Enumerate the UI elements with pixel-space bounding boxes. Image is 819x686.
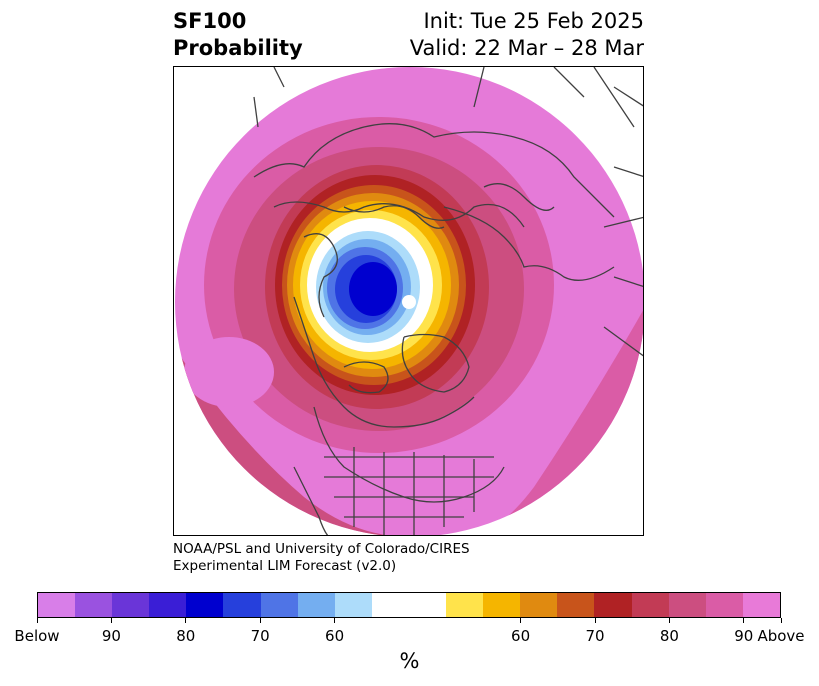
colorbar-tick-label: 60 <box>511 627 531 645</box>
colorbar-segment <box>594 593 632 617</box>
contour-spot-southeast <box>436 474 496 510</box>
credit-line-2: Experimental LIM Forecast (v2.0) <box>173 558 397 574</box>
probability-map <box>175 67 643 535</box>
contour-spot-right <box>550 315 570 343</box>
colorbar-segment <box>112 593 150 617</box>
colorbar-tick-label: Below <box>14 627 60 645</box>
valid-range: Valid: 22 Mar – 28 Mar <box>409 36 644 60</box>
colorbar-segment <box>483 593 521 617</box>
colorbar-tick-label: 90 <box>101 627 121 645</box>
colorbar <box>37 592 781 618</box>
colorbar-tick-mark <box>110 618 112 623</box>
colorbar-tick-mark <box>36 618 38 623</box>
title-left: SF100 Probability <box>173 8 303 62</box>
colorbar-tick-mark <box>668 618 670 623</box>
colorbar-tick-mark <box>334 618 336 623</box>
colorbar-segment <box>705 593 743 617</box>
credit-line-1: NOAA/PSL and University of Colorado/CIRE… <box>173 541 470 557</box>
colorbar-segment <box>520 593 558 617</box>
colorbar-segment <box>297 593 335 617</box>
map-panel <box>173 66 644 536</box>
colorbar-tick-label: 80 <box>659 627 679 645</box>
product-title: Probability <box>173 36 303 60</box>
pole-hole <box>402 295 416 309</box>
colorbar-segment <box>742 593 780 617</box>
colorbar-tick-label: 60 <box>325 627 345 645</box>
credit-block: NOAA/PSL and University of Colorado/CIRE… <box>173 541 470 575</box>
contour-below-90 <box>349 262 397 316</box>
colorbar-tick-label: 90 <box>734 627 754 645</box>
colorbar-segment <box>557 593 595 617</box>
colorbar-tick-mark <box>520 618 522 623</box>
colorbar-segment <box>631 593 669 617</box>
colorbar-segment <box>223 593 261 617</box>
colorbar-tick-label: 70 <box>585 627 605 645</box>
colorbar-units: % <box>399 649 420 673</box>
variable-title: SF100 <box>173 9 247 33</box>
colorbar-segment <box>371 593 447 617</box>
init-date: Init: Tue 25 Feb 2025 <box>423 9 644 33</box>
colorbar-segment <box>186 593 224 617</box>
colorbar-segment <box>446 593 484 617</box>
coastlines <box>253 67 643 535</box>
colorbar-tick-label: Above <box>757 627 805 645</box>
colorbar-segment <box>75 593 113 617</box>
colorbar-ticks: Below 90 80 70 60 60 70 80 90 Above <box>0 618 819 648</box>
colorbar-tick-label: 80 <box>176 627 196 645</box>
probability-contours <box>175 67 643 535</box>
colorbar-segment <box>260 593 298 617</box>
colorbar-segment <box>668 593 706 617</box>
colorbar-tick-mark <box>780 618 782 623</box>
colorbar-tick-mark <box>594 618 596 623</box>
colorbar-segment <box>38 593 76 617</box>
colorbar-tick-mark <box>259 618 261 623</box>
contour-spot-left <box>184 337 274 407</box>
colorbar-segment <box>149 593 187 617</box>
colorbar-segment <box>334 593 372 617</box>
title-right: Init: Tue 25 Feb 2025 Valid: 22 Mar – 28… <box>410 8 644 62</box>
colorbar-tick-mark <box>185 618 187 623</box>
colorbar-tick-mark <box>743 618 745 623</box>
colorbar-tick-label: 70 <box>250 627 270 645</box>
